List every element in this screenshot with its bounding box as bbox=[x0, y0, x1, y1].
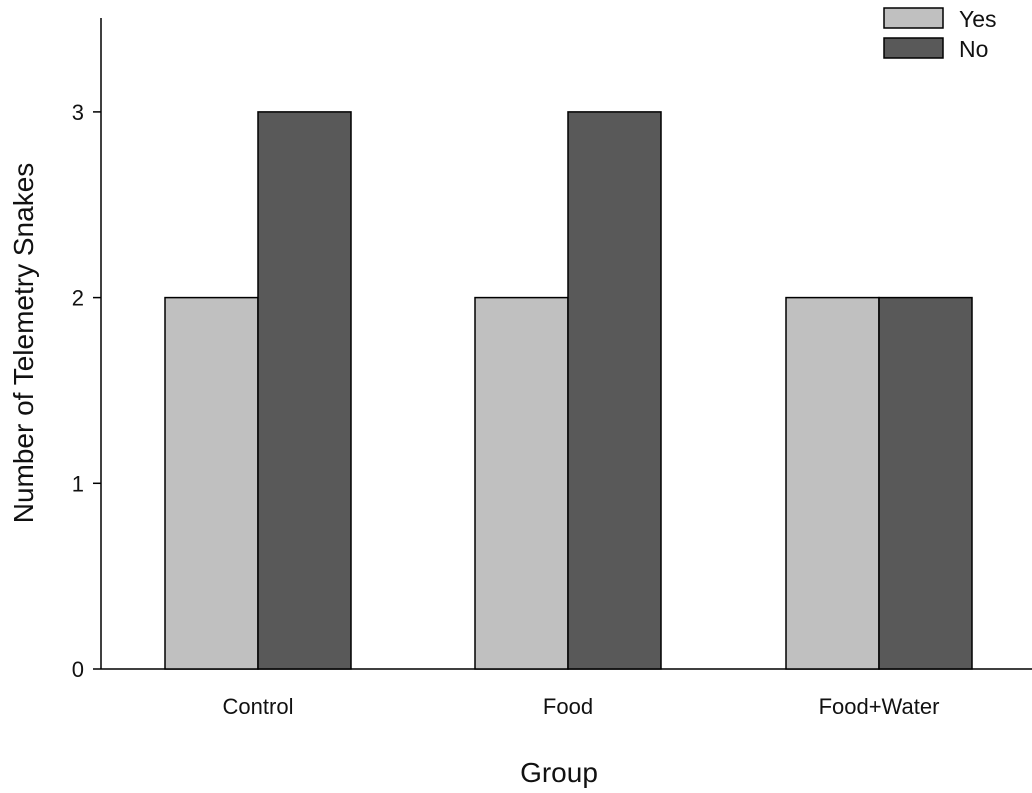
bar-no-control bbox=[257, 111, 352, 670]
y-tick-label: 2 bbox=[72, 286, 84, 311]
legend-label-no: No bbox=[959, 36, 988, 62]
y-tick-label: 1 bbox=[72, 471, 84, 496]
legend-swatch-yes bbox=[883, 7, 944, 29]
x-tick-label: Food bbox=[543, 694, 593, 719]
y-axis-title: Number of Telemetry Snakes bbox=[8, 163, 39, 524]
legend-label-yes: Yes bbox=[959, 6, 997, 32]
bar-no-food bbox=[567, 111, 662, 670]
x-tick-label: Food+Water bbox=[819, 694, 940, 719]
bar-no-food-water bbox=[878, 296, 973, 670]
legend-swatch-no bbox=[883, 37, 944, 59]
x-tick-label: Control bbox=[223, 694, 294, 719]
y-tick-label: 3 bbox=[72, 100, 84, 125]
bar-yes-food-water bbox=[785, 296, 880, 670]
bar-yes-food bbox=[474, 296, 569, 670]
bars bbox=[164, 111, 973, 670]
y-tick-label: 0 bbox=[72, 657, 84, 682]
x-axis-title: Group bbox=[520, 757, 598, 788]
bar-yes-control bbox=[164, 296, 259, 670]
legend: Yes No bbox=[883, 6, 997, 62]
